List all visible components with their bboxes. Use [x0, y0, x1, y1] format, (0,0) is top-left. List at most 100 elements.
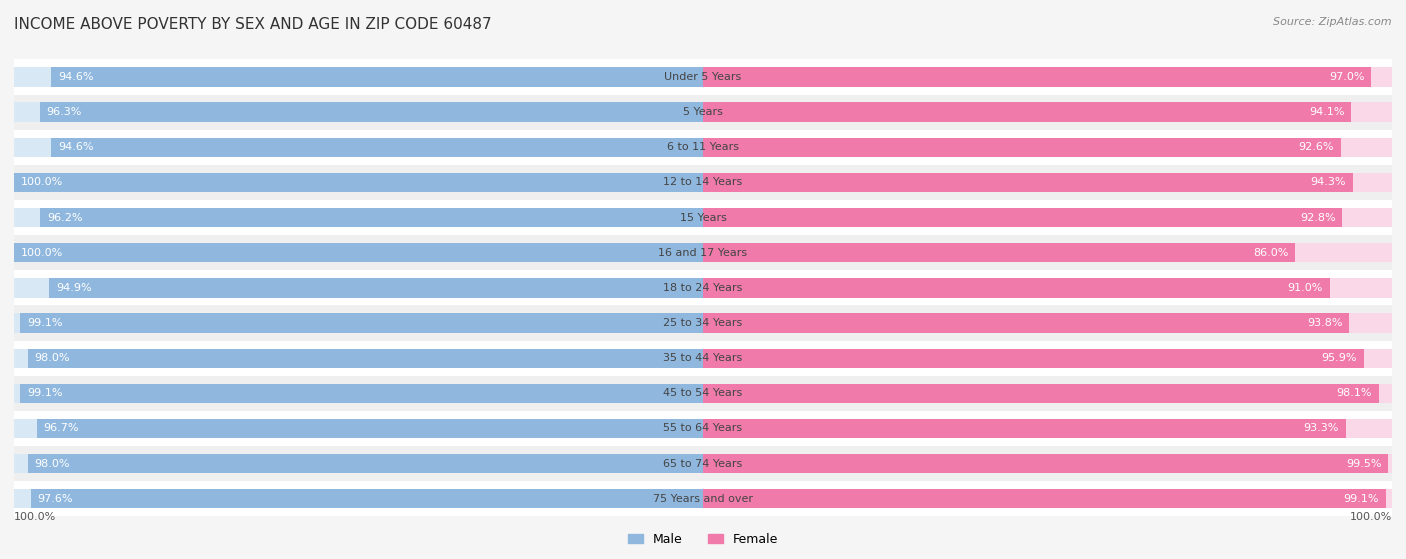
Text: 99.1%: 99.1%	[27, 389, 63, 399]
Bar	[49, 278, 703, 297]
Bar	[703, 314, 1350, 333]
Bar	[703, 278, 1330, 297]
Bar	[703, 138, 1341, 157]
Bar	[703, 67, 1392, 87]
Bar	[14, 419, 703, 438]
Bar	[20, 383, 703, 403]
Legend: Male, Female: Male, Female	[623, 528, 783, 551]
Bar	[14, 173, 703, 192]
Bar	[14, 411, 1392, 446]
Text: 100.0%: 100.0%	[21, 177, 63, 187]
Bar	[51, 138, 703, 157]
Text: 97.6%: 97.6%	[38, 494, 73, 504]
Bar	[39, 102, 703, 122]
Bar	[14, 138, 703, 157]
Bar	[14, 130, 1392, 165]
Text: Under 5 Years: Under 5 Years	[665, 72, 741, 82]
Bar	[703, 102, 1392, 122]
Text: 75 Years and over: 75 Years and over	[652, 494, 754, 504]
Text: 100.0%: 100.0%	[21, 248, 63, 258]
Text: 93.8%: 93.8%	[1306, 318, 1343, 328]
Text: 94.6%: 94.6%	[58, 143, 94, 152]
Bar	[703, 208, 1392, 228]
Text: 100.0%: 100.0%	[1350, 512, 1392, 522]
Text: 98.0%: 98.0%	[35, 353, 70, 363]
Text: 18 to 24 Years: 18 to 24 Years	[664, 283, 742, 293]
Bar	[14, 446, 1392, 481]
Bar	[14, 340, 1392, 376]
Bar	[14, 489, 703, 509]
Text: 96.2%: 96.2%	[48, 212, 83, 222]
Bar	[703, 278, 1392, 297]
Text: 35 to 44 Years: 35 to 44 Years	[664, 353, 742, 363]
Bar	[703, 383, 1379, 403]
Text: 99.1%: 99.1%	[1343, 494, 1379, 504]
Text: 92.6%: 92.6%	[1299, 143, 1334, 152]
Text: 45 to 54 Years: 45 to 54 Years	[664, 389, 742, 399]
Bar	[28, 454, 703, 473]
Bar	[703, 489, 1392, 509]
Text: 92.8%: 92.8%	[1299, 212, 1336, 222]
Text: 95.9%: 95.9%	[1322, 353, 1357, 363]
Bar	[14, 271, 1392, 305]
Bar	[14, 314, 703, 333]
Text: 96.7%: 96.7%	[44, 424, 79, 433]
Bar	[14, 305, 1392, 340]
Text: 98.1%: 98.1%	[1337, 389, 1372, 399]
Text: 98.0%: 98.0%	[35, 458, 70, 468]
Bar	[703, 419, 1346, 438]
Bar	[14, 94, 1392, 130]
Text: 86.0%: 86.0%	[1253, 248, 1289, 258]
Bar	[14, 383, 703, 403]
Text: 65 to 74 Years: 65 to 74 Years	[664, 458, 742, 468]
Bar	[31, 489, 703, 509]
Bar	[703, 102, 1351, 122]
Text: 91.0%: 91.0%	[1288, 283, 1323, 293]
Bar	[703, 243, 1392, 262]
Bar	[703, 348, 1392, 368]
Bar	[703, 243, 1295, 262]
Bar	[14, 348, 703, 368]
Text: 6 to 11 Years: 6 to 11 Years	[666, 143, 740, 152]
Text: 12 to 14 Years: 12 to 14 Years	[664, 177, 742, 187]
Bar	[703, 314, 1392, 333]
Text: 15 Years: 15 Years	[679, 212, 727, 222]
Text: Source: ZipAtlas.com: Source: ZipAtlas.com	[1274, 17, 1392, 27]
Bar	[28, 348, 703, 368]
Bar	[703, 348, 1364, 368]
Text: 16 and 17 Years: 16 and 17 Years	[658, 248, 748, 258]
Text: 100.0%: 100.0%	[14, 512, 56, 522]
Bar	[14, 59, 1392, 94]
Bar	[14, 102, 703, 122]
Bar	[703, 383, 1392, 403]
Bar	[14, 200, 1392, 235]
Bar	[14, 376, 1392, 411]
Text: 99.5%: 99.5%	[1346, 458, 1382, 468]
Bar	[51, 67, 703, 87]
Bar	[14, 481, 1392, 517]
Text: 55 to 64 Years: 55 to 64 Years	[664, 424, 742, 433]
Bar	[703, 208, 1343, 228]
Bar	[20, 314, 703, 333]
Bar	[703, 489, 1386, 509]
Text: 99.1%: 99.1%	[27, 318, 63, 328]
Bar	[703, 454, 1392, 473]
Bar	[14, 243, 703, 262]
Text: INCOME ABOVE POVERTY BY SEX AND AGE IN ZIP CODE 60487: INCOME ABOVE POVERTY BY SEX AND AGE IN Z…	[14, 17, 492, 32]
Text: 94.9%: 94.9%	[56, 283, 91, 293]
Bar	[14, 278, 703, 297]
Text: 96.3%: 96.3%	[46, 107, 82, 117]
Bar	[14, 173, 703, 192]
Bar	[41, 208, 703, 228]
Bar	[14, 208, 703, 228]
Text: 97.0%: 97.0%	[1329, 72, 1364, 82]
Bar	[703, 138, 1392, 157]
Bar	[37, 419, 703, 438]
Bar	[703, 419, 1392, 438]
Text: 25 to 34 Years: 25 to 34 Years	[664, 318, 742, 328]
Bar	[703, 67, 1371, 87]
Bar	[14, 243, 703, 262]
Text: 93.3%: 93.3%	[1303, 424, 1339, 433]
Bar	[703, 173, 1353, 192]
Text: 94.6%: 94.6%	[58, 72, 94, 82]
